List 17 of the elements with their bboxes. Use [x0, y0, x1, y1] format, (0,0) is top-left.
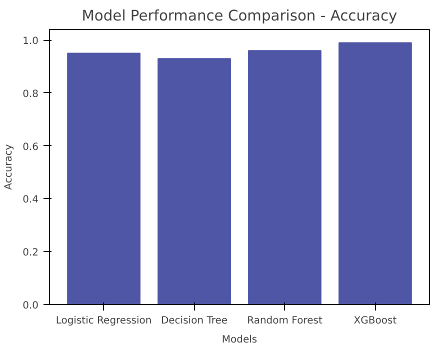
y-tick-label: 0.0 — [22, 300, 39, 312]
y-axis-title: Accuracy — [4, 144, 15, 190]
y-tick-label: 0.2 — [22, 248, 39, 259]
x-tick-label: Random Forest — [247, 316, 322, 326]
x-tick-label: Decision Tree — [160, 316, 228, 326]
bar — [67, 52, 140, 304]
bar — [248, 50, 322, 304]
y-tick-label: 0.4 — [22, 194, 39, 206]
y-tick-label: 1.0 — [22, 36, 39, 48]
x-tick-label: XGBoost — [354, 316, 397, 326]
x-axis-title: Models — [222, 334, 258, 346]
x-tick-label: Logistic Regression — [56, 316, 152, 326]
bar — [158, 58, 231, 304]
y-tick-label: 0.6 — [22, 142, 39, 153]
chart-title: Model Performance Comparison - Accuracy — [82, 8, 398, 24]
y-tick-label: 0.8 — [22, 88, 39, 100]
bar — [338, 42, 412, 304]
